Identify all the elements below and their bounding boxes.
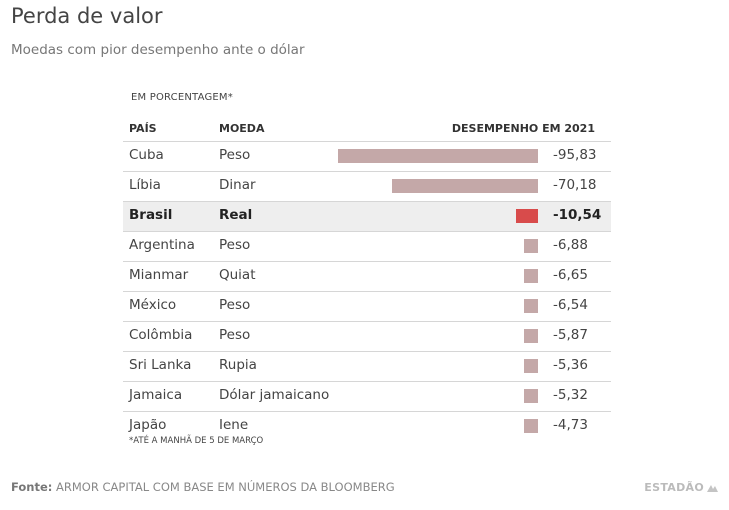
currency-cell: Peso — [219, 237, 251, 253]
currency-cell: Dólar jamaicano — [219, 387, 330, 403]
performance-bar — [524, 359, 538, 373]
currency-cell: Peso — [219, 327, 251, 343]
country-cell: Brasil — [129, 207, 173, 223]
source-line: Fonte: ARMOR CAPITAL COM BASE EM NÚMEROS… — [11, 480, 395, 494]
source-text: ARMOR CAPITAL COM BASE EM NÚMEROS DA BLO… — [56, 480, 395, 494]
currency-cell: Peso — [219, 147, 251, 163]
table-row: Argentina Peso -6,88 — [123, 231, 611, 261]
country-cell: Líbia — [129, 177, 161, 193]
currency-cell: Real — [219, 207, 253, 223]
value-label: -5,87 — [553, 327, 588, 343]
currency-cell: Quiat — [219, 267, 256, 283]
value-label: -6,65 — [553, 267, 588, 283]
footnote: *ATÉ A MANHÃ DE 5 DE MARÇO — [129, 436, 264, 446]
value-label: -6,54 — [553, 297, 588, 313]
table-row: Colômbia Peso -5,87 — [123, 321, 611, 351]
country-cell: Colômbia — [129, 327, 193, 343]
table-row: Líbia Dinar -70,18 — [123, 171, 611, 201]
performance-bar — [523, 239, 538, 253]
table-row: Cuba Peso -95,83 — [123, 141, 611, 171]
table-body: Cuba Peso -95,83 Líbia Dinar -70,18 Brasil Real… — [123, 141, 611, 441]
performance-bar — [524, 329, 538, 343]
value-label: -70,18 — [553, 177, 597, 193]
performance-bar — [338, 149, 538, 163]
column-header-performance: DESEMPENHO EM 2021 — [451, 122, 595, 135]
table-row: Jamaica Dólar jamaicano -5,32 — [123, 381, 611, 411]
brand-mark-icon — [707, 484, 718, 492]
performance-bar — [524, 419, 538, 433]
value-label: -5,36 — [553, 357, 588, 373]
country-cell: Japão — [129, 417, 167, 433]
value-label: -4,73 — [553, 417, 588, 433]
value-label: -10,54 — [553, 207, 602, 223]
unit-label: EM PORCENTAGEM* — [131, 92, 233, 103]
chart-title: Perda de valor — [11, 4, 163, 28]
brand-text: ESTADÃO — [644, 481, 704, 494]
currency-cell: Dinar — [219, 177, 256, 193]
performance-bar — [524, 389, 538, 403]
country-cell: Cuba — [129, 147, 164, 163]
column-header-country: PAÍS — [129, 122, 157, 135]
source-label: Fonte: — [11, 480, 53, 494]
value-label: -95,83 — [553, 147, 597, 163]
table-row: Sri Lanka Rupia -5,36 — [123, 351, 611, 381]
table-header: PAÍS MOEDA DESEMPENHO EM 2021 — [123, 120, 611, 141]
table-row: Mianmar Quiat -6,65 — [123, 261, 611, 291]
country-cell: México — [129, 297, 177, 313]
performance-bar — [516, 209, 538, 223]
brand-logo: ESTADÃO — [644, 481, 719, 494]
currency-cell: Rupia — [219, 357, 257, 373]
table-row: Brasil Real -10,54 — [123, 201, 611, 231]
currency-cell: Peso — [219, 297, 251, 313]
country-cell: Argentina — [129, 237, 195, 253]
column-header-currency: MOEDA — [219, 122, 265, 135]
chart-subtitle: Moedas com pior desempenho ante o dólar — [11, 42, 305, 58]
table-row: Japão Iene -4,73 — [123, 411, 611, 441]
table-row: México Peso -6,54 — [123, 291, 611, 321]
country-cell: Mianmar — [129, 267, 189, 283]
currency-cell: Iene — [219, 417, 249, 433]
currency-table: PAÍS MOEDA DESEMPENHO EM 2021 Cuba Peso -9… — [123, 120, 611, 441]
country-cell: Sri Lanka — [129, 357, 192, 373]
value-label: -5,32 — [553, 387, 588, 403]
value-label: -6,88 — [553, 237, 588, 253]
country-cell: Jamaica — [129, 387, 183, 403]
performance-bar — [391, 179, 538, 193]
performance-bar — [524, 269, 538, 283]
performance-bar — [524, 299, 538, 313]
